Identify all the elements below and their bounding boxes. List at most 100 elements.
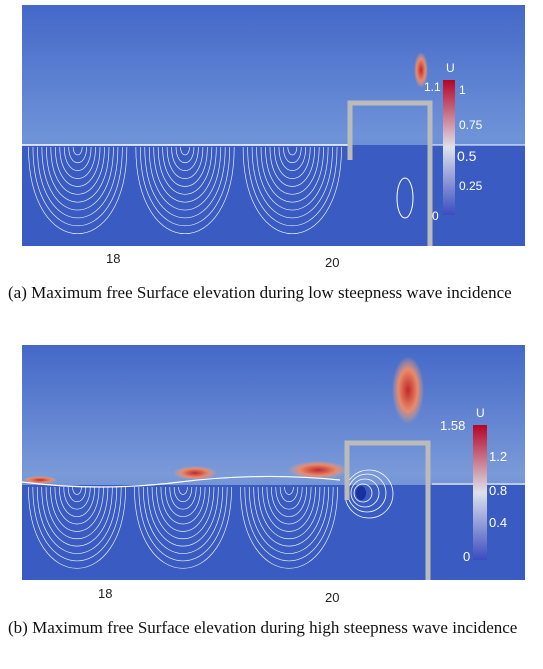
- colorbar-label: U: [446, 61, 455, 75]
- streamline: [240, 486, 338, 569]
- streamline: [63, 486, 91, 510]
- streamline: [283, 146, 302, 164]
- streamline: [166, 146, 204, 179]
- streamline: [287, 146, 298, 156]
- colorbar-tick: 0: [463, 549, 470, 564]
- x-tick-label: 18: [106, 251, 120, 266]
- panel-b: U 1.58 1.2 0.8 0.4 0 18 20: [21, 345, 525, 605]
- streamline: [41, 146, 114, 211]
- water: [22, 145, 525, 246]
- streamline: [68, 146, 87, 164]
- streamline: [173, 486, 193, 503]
- streamline: [138, 486, 228, 562]
- streamline: [32, 486, 122, 562]
- colorbar-tick: 0: [432, 209, 439, 223]
- streamline: [151, 486, 215, 539]
- streamline: [153, 146, 217, 203]
- streamlines: [28, 486, 338, 569]
- streamline: [251, 146, 333, 219]
- x-tick-label: 20: [325, 590, 339, 605]
- hotspot: [288, 461, 348, 479]
- streamline: [45, 486, 109, 539]
- streamline: [67, 486, 87, 503]
- streamline: [54, 486, 100, 525]
- caption: (b) Maximum free Surface elevation durin…: [8, 618, 518, 637]
- x-tick-label: 18: [98, 586, 112, 601]
- colorbar: [473, 425, 487, 560]
- streamline: [156, 486, 210, 532]
- streamline: [54, 146, 101, 187]
- streamline: [162, 146, 208, 187]
- streamline: [247, 146, 338, 227]
- streamline: [256, 146, 329, 211]
- streamline: [244, 486, 334, 562]
- streamline: [274, 146, 311, 179]
- streamline: [248, 486, 330, 554]
- free-surface: [21, 475, 341, 488]
- streamline: [50, 486, 104, 532]
- hotspot: [173, 466, 217, 480]
- streamline: [41, 486, 113, 547]
- colorbar-tick: 0.8: [489, 483, 507, 498]
- streamline: [269, 146, 316, 187]
- plume: [392, 356, 424, 424]
- streamline: [175, 146, 195, 164]
- colorbar: [443, 80, 455, 215]
- colorbar-max: 1.1: [424, 80, 441, 94]
- streamline: [50, 146, 105, 195]
- streamline: [157, 146, 213, 195]
- streamline: [279, 486, 299, 503]
- streamline: [178, 486, 188, 495]
- colorbar-tick: 0.4: [489, 515, 507, 530]
- streamline: [135, 146, 235, 234]
- streamline: [147, 486, 219, 547]
- streamline: [169, 486, 197, 510]
- hotspot: [22, 476, 58, 484]
- streamline: [144, 146, 226, 219]
- colorbar-tick: 0.5: [457, 148, 477, 164]
- streamline: [278, 146, 307, 171]
- vortex: [396, 177, 414, 219]
- streamline: [257, 486, 321, 539]
- panel-a: U 1.1 1 0.75 0.5 0.25 0 18 20: [22, 5, 525, 270]
- streamline: [139, 146, 231, 227]
- streamline: [134, 486, 232, 569]
- streamline: [58, 486, 96, 517]
- jet: [414, 52, 428, 88]
- streamline: [284, 486, 294, 495]
- streamline: [36, 486, 118, 554]
- streamline: [46, 146, 110, 203]
- vortex-core: [356, 486, 366, 500]
- colorbar-tick: 1.2: [489, 449, 507, 464]
- streamline: [275, 486, 303, 510]
- streamline: [28, 486, 126, 569]
- streamline: [160, 486, 206, 525]
- streamline: [180, 146, 190, 156]
- streamline: [164, 486, 202, 517]
- structure: [344, 440, 431, 580]
- streamline: [253, 486, 325, 547]
- x-tick-label: 20: [325, 255, 339, 270]
- streamline: [171, 146, 199, 171]
- streamline: [270, 486, 308, 517]
- streamline: [148, 146, 222, 211]
- streamline: [63, 146, 92, 171]
- structure: [347, 100, 433, 246]
- streamline: [59, 146, 96, 179]
- caption: (a) Maximum free Surface elevation durin…: [8, 283, 512, 302]
- streamline: [242, 146, 342, 234]
- streamline: [37, 146, 119, 219]
- colorbar-tick: 0.25: [459, 179, 483, 193]
- streamlines: [28, 146, 342, 234]
- streamline: [266, 486, 312, 525]
- colorbar-label: U: [476, 406, 485, 420]
- colorbar-max: 1.58: [440, 418, 465, 433]
- streamline: [72, 486, 82, 495]
- streamline: [142, 486, 224, 554]
- streamline: [72, 146, 83, 156]
- streamline: [28, 146, 128, 234]
- colorbar-tick: 1: [459, 83, 466, 97]
- streamline: [262, 486, 316, 532]
- streamline: [265, 146, 320, 195]
